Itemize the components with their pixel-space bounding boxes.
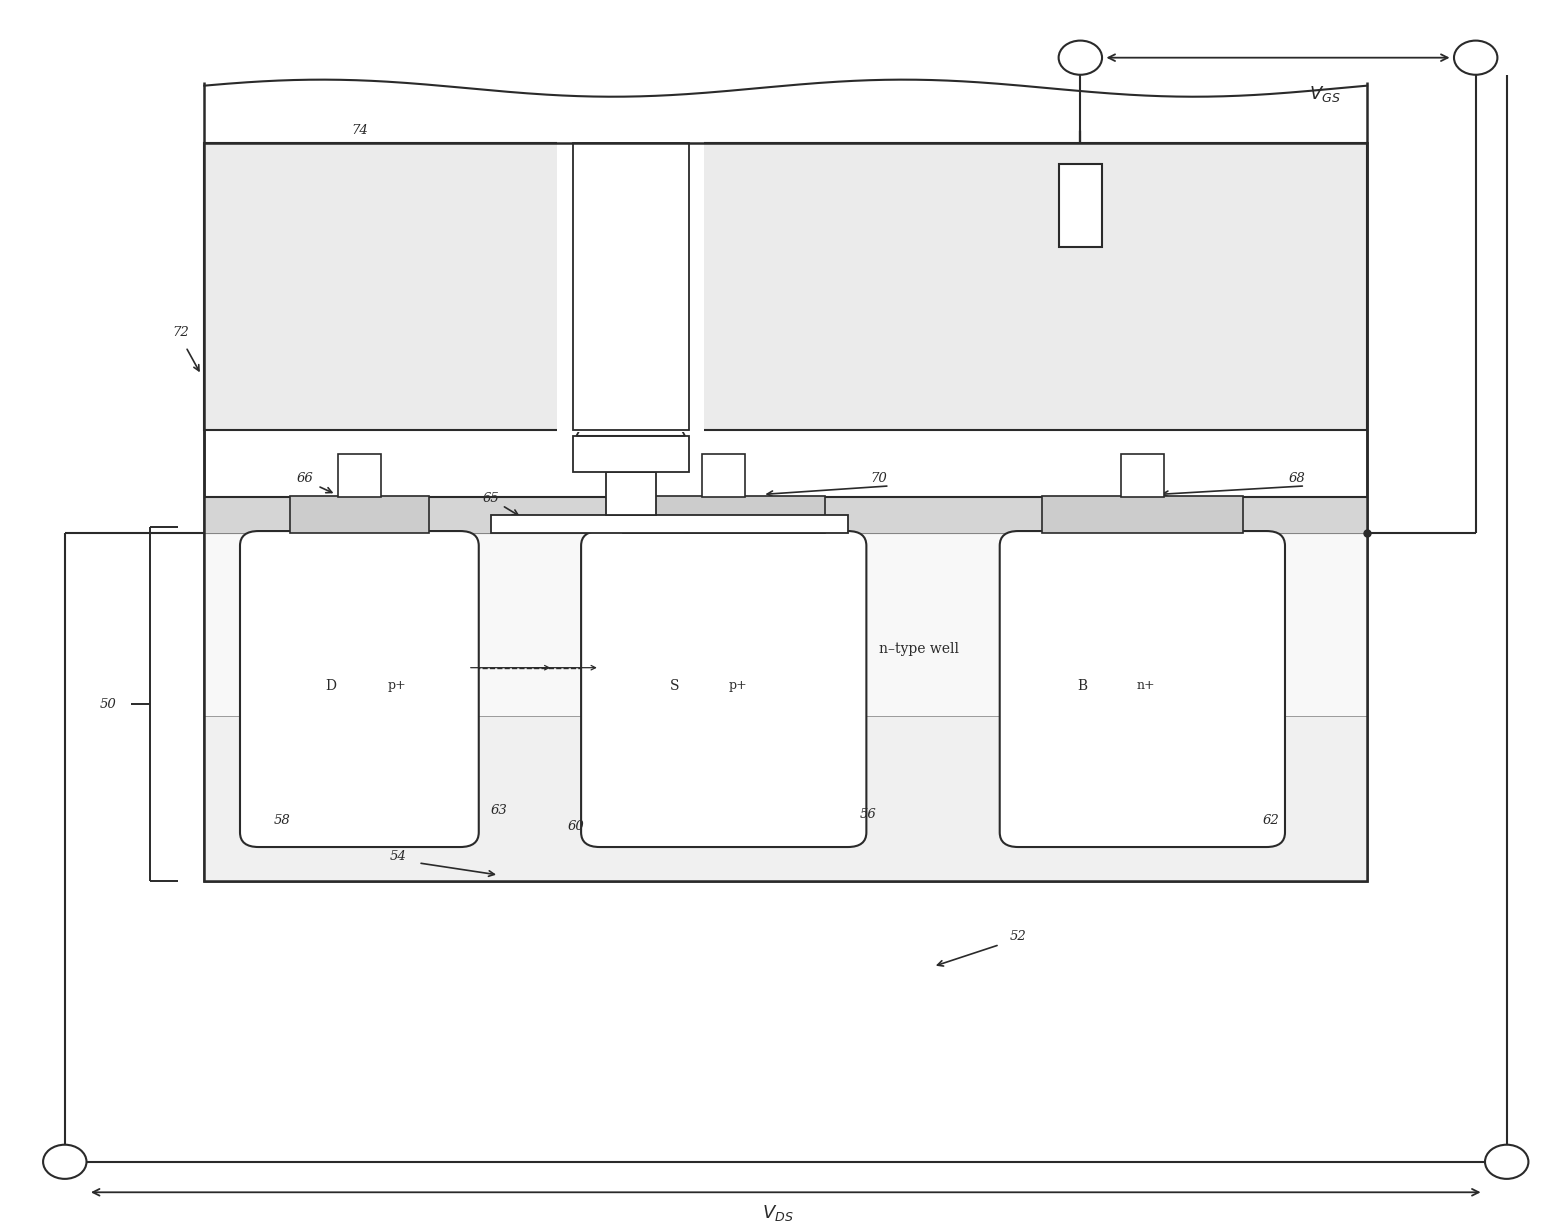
Bar [622,496,825,533]
Text: n+: n+ [1136,679,1155,693]
Bar [204,533,1368,716]
Text: 70: 70 [870,472,887,485]
Text: n–type well: n–type well [879,642,958,657]
Text: 58: 58 [274,814,291,826]
Circle shape [1484,1144,1528,1179]
Text: 64: 64 [708,512,725,526]
Bar [1058,163,1102,247]
Text: p+: p+ [728,679,747,693]
Bar [338,454,381,497]
Bar [204,144,1368,430]
Text: G: G [619,519,627,530]
Bar [557,141,705,432]
Text: D: D [325,679,336,693]
Text: 50: 50 [100,698,117,711]
Text: Passivation Layer: Passivation Layer [934,280,1057,293]
Bar [204,144,1368,882]
Text: 68: 68 [1288,472,1305,485]
Text: p+: p+ [387,679,406,693]
Text: B: B [1077,679,1088,693]
Text: 52: 52 [1010,930,1027,943]
Bar [573,144,689,430]
Bar [204,716,1368,882]
FancyBboxPatch shape [999,530,1285,847]
Text: 76: 76 [1103,241,1120,253]
Bar [289,496,429,533]
Text: $V_{DS}$: $V_{DS}$ [762,1203,794,1223]
Text: Sensitive Area: Sensitive Area [521,335,624,349]
Text: S: S [669,679,678,693]
FancyBboxPatch shape [240,530,479,847]
Bar [702,454,745,497]
Bar [605,473,655,516]
Bar [573,393,689,430]
Text: 78: 78 [630,303,647,317]
Text: 65: 65 [482,491,499,505]
Text: 74: 74 [352,124,367,138]
Circle shape [1453,41,1497,75]
Text: p–type silicon: p–type silicon [730,780,826,793]
Text: $V_{GS}$: $V_{GS}$ [1309,85,1340,104]
Bar [1041,496,1243,533]
Text: 60: 60 [568,820,585,833]
FancyBboxPatch shape [580,530,867,847]
Text: 63: 63 [490,804,507,817]
Text: 72: 72 [173,325,190,339]
Circle shape [1058,41,1102,75]
Bar [204,144,1368,882]
Circle shape [44,1144,87,1179]
Text: 66: 66 [297,472,313,485]
Text: 54: 54 [389,850,406,863]
Bar [573,436,689,473]
Text: 56: 56 [859,808,876,820]
Bar [1120,454,1164,497]
Text: 75: 75 [1150,393,1167,405]
Bar [204,497,1368,533]
Polygon shape [576,393,685,436]
Bar [492,516,848,533]
Text: 62: 62 [1262,814,1279,826]
